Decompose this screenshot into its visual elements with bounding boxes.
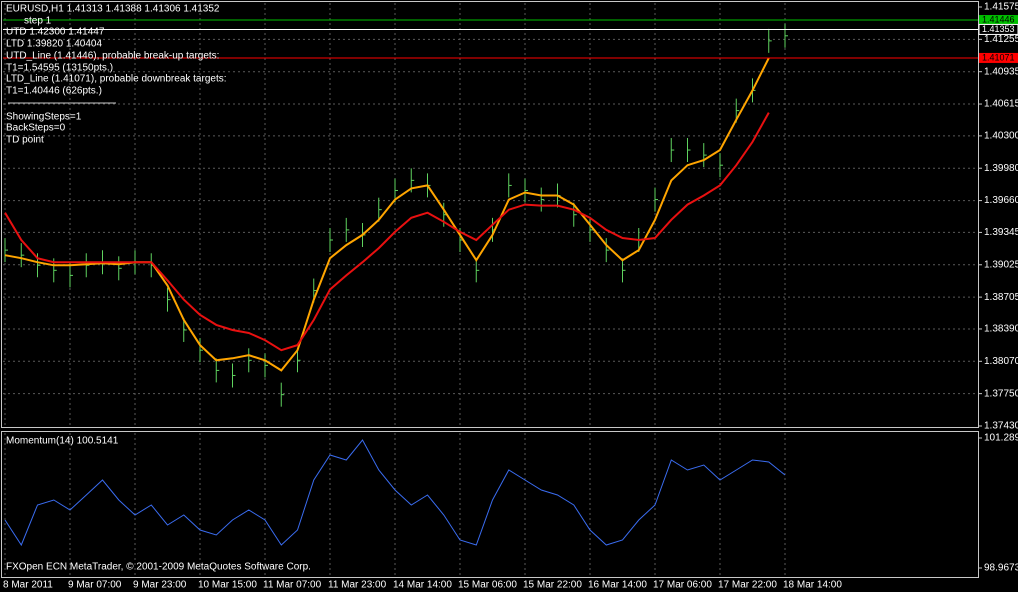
x-tick-label: 11 Mar 23:00 (328, 580, 387, 591)
y-tick-label: 1.39980 (984, 163, 1018, 174)
level-label: 1.41353 (982, 24, 1015, 34)
moving-average (4, 112, 770, 352)
level-label: 1.41446 (982, 14, 1015, 24)
y-tick-label: 1.38390 (984, 324, 1018, 335)
x-tick-label: 17 Mar 06:00 (653, 580, 712, 591)
annotation: UTD_Line (1.41446), probable break-up ta… (6, 51, 219, 62)
annotation: T1=1.40446 (626pts.) (6, 86, 102, 97)
y-tick-label: 1.39660 (984, 195, 1018, 206)
x-tick-label: 11 Mar 07:00 (263, 580, 322, 591)
annotation: LTD_Line (1.41071), probable downbreak t… (6, 74, 227, 85)
x-tick-label: 14 Mar 14:00 (393, 580, 452, 591)
momentum-line (4, 439, 786, 547)
x-tick-label: 16 Mar 14:00 (588, 580, 647, 591)
annotation: BackSteps=0 (6, 123, 66, 134)
y-tick-label: 101.289 (984, 433, 1018, 444)
annotation: TD point (6, 135, 44, 146)
y-tick-label: 1.37750 (984, 388, 1018, 399)
level-label-box (979, 52, 1018, 63)
momentum-panel-frame (1, 431, 979, 578)
level-label-box (978, 23, 1018, 35)
y-tick-label: 1.41575 (984, 2, 1018, 13)
x-tick-label: 9 Mar 07:00 (68, 580, 122, 591)
y-tick-label: 1.40615 (984, 99, 1018, 110)
y-tick-label: 1.38070 (984, 356, 1018, 367)
level-label-box (979, 15, 1018, 26)
y-tick-label: 1.39025 (984, 259, 1018, 270)
y-tick-label: 1.40935 (984, 66, 1018, 77)
x-tick-label: 15 Mar 22:00 (523, 580, 582, 591)
level-label: 1.41071 (982, 52, 1015, 62)
y-tick-label: 1.37430 (984, 421, 1018, 432)
x-tick-label: 18 Mar 14:00 (783, 580, 842, 591)
x-tick-label: 10 Mar 15:00 (198, 580, 257, 591)
annotation: T1=1.54595 (13150pts.) (6, 63, 113, 74)
x-tick-label: 8 Mar 2011 (3, 580, 53, 591)
y-tick-label: 1.41255 (984, 34, 1018, 45)
x-tick-label: 9 Mar 23:00 (133, 580, 187, 591)
y-tick-label: 1.38705 (984, 292, 1018, 303)
annotation: UTD 1.42300 1.41447 (6, 27, 105, 38)
annotation: EURUSD,H1 1.41313 1.41388 1.41306 1.4135… (6, 4, 220, 15)
annotation: ShowingSteps=1 (6, 112, 82, 123)
copyright: FXOpen ECN MetaTrader, © 2001-2009 MetaQ… (6, 562, 311, 573)
annotation: step 1 (24, 16, 52, 27)
y-tick-label: 1.39345 (984, 227, 1018, 238)
y-tick-label: 98.9673 (984, 563, 1018, 574)
y-tick-label: 1.40300 (984, 131, 1018, 142)
indicator-title: Momentum(14) 100.5141 (6, 436, 119, 447)
x-tick-label: 15 Mar 06:00 (458, 580, 517, 591)
annotation: LTD 1.39820 1.40404 (6, 39, 102, 50)
main-panel-frame (1, 1, 979, 428)
x-tick-label: 17 Mar 22:00 (718, 580, 777, 591)
